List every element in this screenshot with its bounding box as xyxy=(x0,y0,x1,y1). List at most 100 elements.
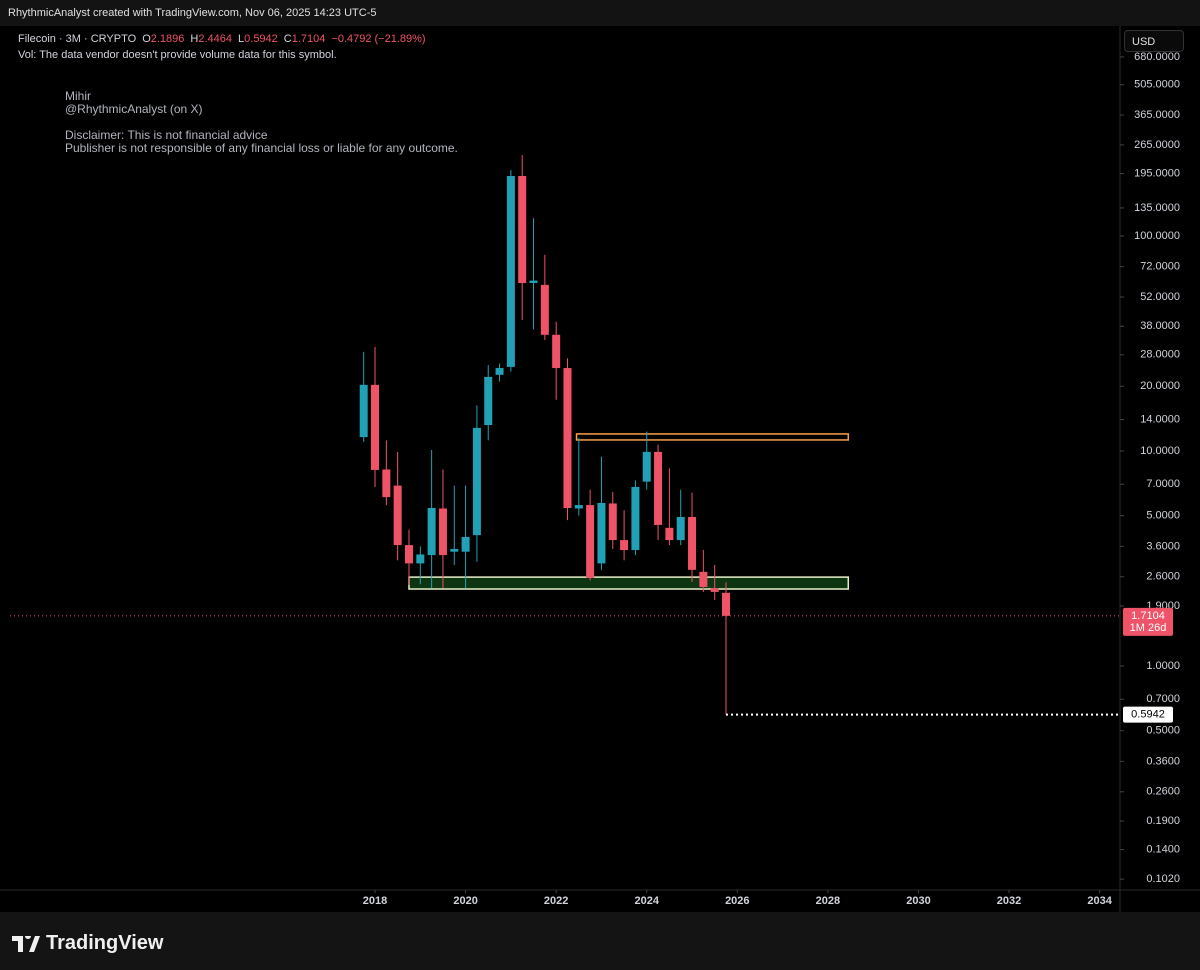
candle-body xyxy=(586,505,595,578)
candle-body xyxy=(699,571,708,587)
brand-name: TradingView xyxy=(46,932,164,954)
volume-note: Vol: The data vendor doesn't provide vol… xyxy=(18,49,337,61)
y-tick-label: 0.1020 xyxy=(1146,873,1180,885)
candle-body xyxy=(721,592,730,616)
x-tick-label: 2030 xyxy=(906,895,930,907)
change: −0.4792 (−21.89%) xyxy=(331,33,426,45)
candle-body xyxy=(574,505,583,509)
candle-body xyxy=(608,503,617,541)
logo-icon xyxy=(12,935,40,952)
zone xyxy=(408,576,850,590)
candle-body xyxy=(393,485,402,546)
y-tick-label: 10.0000 xyxy=(1140,445,1180,457)
attribution: RhythmicAnalyst created with TradingView… xyxy=(8,7,377,19)
candle-body xyxy=(563,368,572,508)
x-tick-label: 2034 xyxy=(1087,895,1112,907)
y-tick-label: 100.0000 xyxy=(1134,230,1180,242)
candle-body xyxy=(540,284,549,335)
y-tick-label: 0.7000 xyxy=(1146,693,1180,705)
candle-body xyxy=(371,384,380,470)
candle-body xyxy=(654,451,663,525)
countdown-label: 1M 26d xyxy=(1130,622,1167,634)
bottom-bar: TradingView xyxy=(0,912,1200,970)
candle-body xyxy=(620,540,629,551)
x-tick-label: 2026 xyxy=(725,895,749,907)
x-tick-label: 2020 xyxy=(453,895,477,907)
candle-body xyxy=(404,545,413,564)
y-tick-label: 2.6000 xyxy=(1146,571,1180,583)
candle-body xyxy=(676,516,685,541)
x-tick-label: 2024 xyxy=(635,895,660,907)
ohlc-close: C1.7104 xyxy=(284,33,326,45)
symbol-legend: Filecoin · 3M · CRYPTO O2.1896 H2.4464 L… xyxy=(18,33,426,45)
candle-body xyxy=(461,536,470,552)
ohlc-letter: L xyxy=(238,33,245,45)
y-tick-label: 14.0000 xyxy=(1140,413,1180,425)
candle-body xyxy=(688,516,697,570)
candle-body xyxy=(416,554,425,564)
y-tick-label: 28.0000 xyxy=(1140,349,1180,361)
y-tick-label: 0.1400 xyxy=(1146,843,1180,855)
symbol: Filecoin · 3M · CRYPTO xyxy=(18,33,137,45)
y-tick-label: 0.2600 xyxy=(1146,786,1180,798)
ohlc-open: O2.1896 xyxy=(142,33,184,45)
y-tick-label: 365.0000 xyxy=(1134,109,1180,121)
candle-body xyxy=(484,376,493,426)
top-bar: RhythmicAnalyst created with TradingView… xyxy=(0,0,1200,26)
currency-button[interactable]: USD xyxy=(1124,30,1184,52)
candle-body xyxy=(427,507,436,556)
y-tick-label: 0.1900 xyxy=(1146,815,1180,827)
low-price-tag xyxy=(1123,706,1173,723)
annotation: Disclaimer: This is not financial advice xyxy=(65,128,268,142)
candle-body xyxy=(382,469,391,498)
y-tick-label: 1.0000 xyxy=(1146,660,1180,672)
candle-body xyxy=(359,384,368,438)
y-tick-label: 3.6000 xyxy=(1146,540,1180,552)
annotation: @RhythmicAnalyst (on X) xyxy=(65,102,203,116)
candle-body xyxy=(518,176,527,284)
candle-body xyxy=(506,176,515,367)
candle-body xyxy=(631,486,640,551)
last-price-label: 1.7104 xyxy=(1131,610,1165,622)
annotation: Mihir xyxy=(65,89,91,103)
candle-body xyxy=(597,502,606,564)
x-tick-label: 2022 xyxy=(544,895,568,907)
y-tick-label: 680.0000 xyxy=(1134,51,1180,63)
ohlc-letter: O xyxy=(142,33,151,45)
ohlc-value: 1.7104 xyxy=(291,33,326,45)
brand-logo: TradingView xyxy=(12,932,163,955)
y-tick-label: 20.0000 xyxy=(1140,380,1180,392)
y-tick-label: 135.0000 xyxy=(1134,202,1180,214)
y-tick-label: 195.0000 xyxy=(1134,167,1180,179)
ohlc-letter: C xyxy=(283,33,292,45)
ohlc-letter: H xyxy=(190,33,199,45)
last-price-tag xyxy=(1123,607,1173,636)
y-tick-label: 505.0000 xyxy=(1134,79,1180,91)
candle-body xyxy=(665,527,674,541)
ohlc-value: 2.4464 xyxy=(198,33,233,45)
y-tick-label: 265.0000 xyxy=(1134,139,1180,151)
annotation: Publisher is not responsible of any fina… xyxy=(65,141,458,155)
ohlc-value: 0.5942 xyxy=(244,33,278,45)
candle-body xyxy=(495,368,504,375)
candle-body xyxy=(438,508,447,556)
x-tick-label: 2028 xyxy=(816,895,840,907)
y-tick-label: 52.0000 xyxy=(1140,291,1180,303)
candle-body xyxy=(642,451,651,482)
ohlc-value: 2.1896 xyxy=(150,33,185,45)
candle-body xyxy=(450,548,459,552)
zone xyxy=(575,433,850,441)
y-tick-label: 0.3600 xyxy=(1146,755,1180,767)
candle-body xyxy=(552,334,561,369)
candle-body xyxy=(472,427,481,536)
y-tick-label: 5.0000 xyxy=(1146,510,1180,522)
ohlc-high: H2.4464 xyxy=(190,33,232,45)
candle-body xyxy=(529,280,538,284)
y-tick-label: 38.0000 xyxy=(1140,320,1180,332)
y-tick-label: 7.0000 xyxy=(1146,478,1180,490)
y-tick-label: 72.0000 xyxy=(1140,261,1180,273)
candle-body xyxy=(710,588,719,592)
